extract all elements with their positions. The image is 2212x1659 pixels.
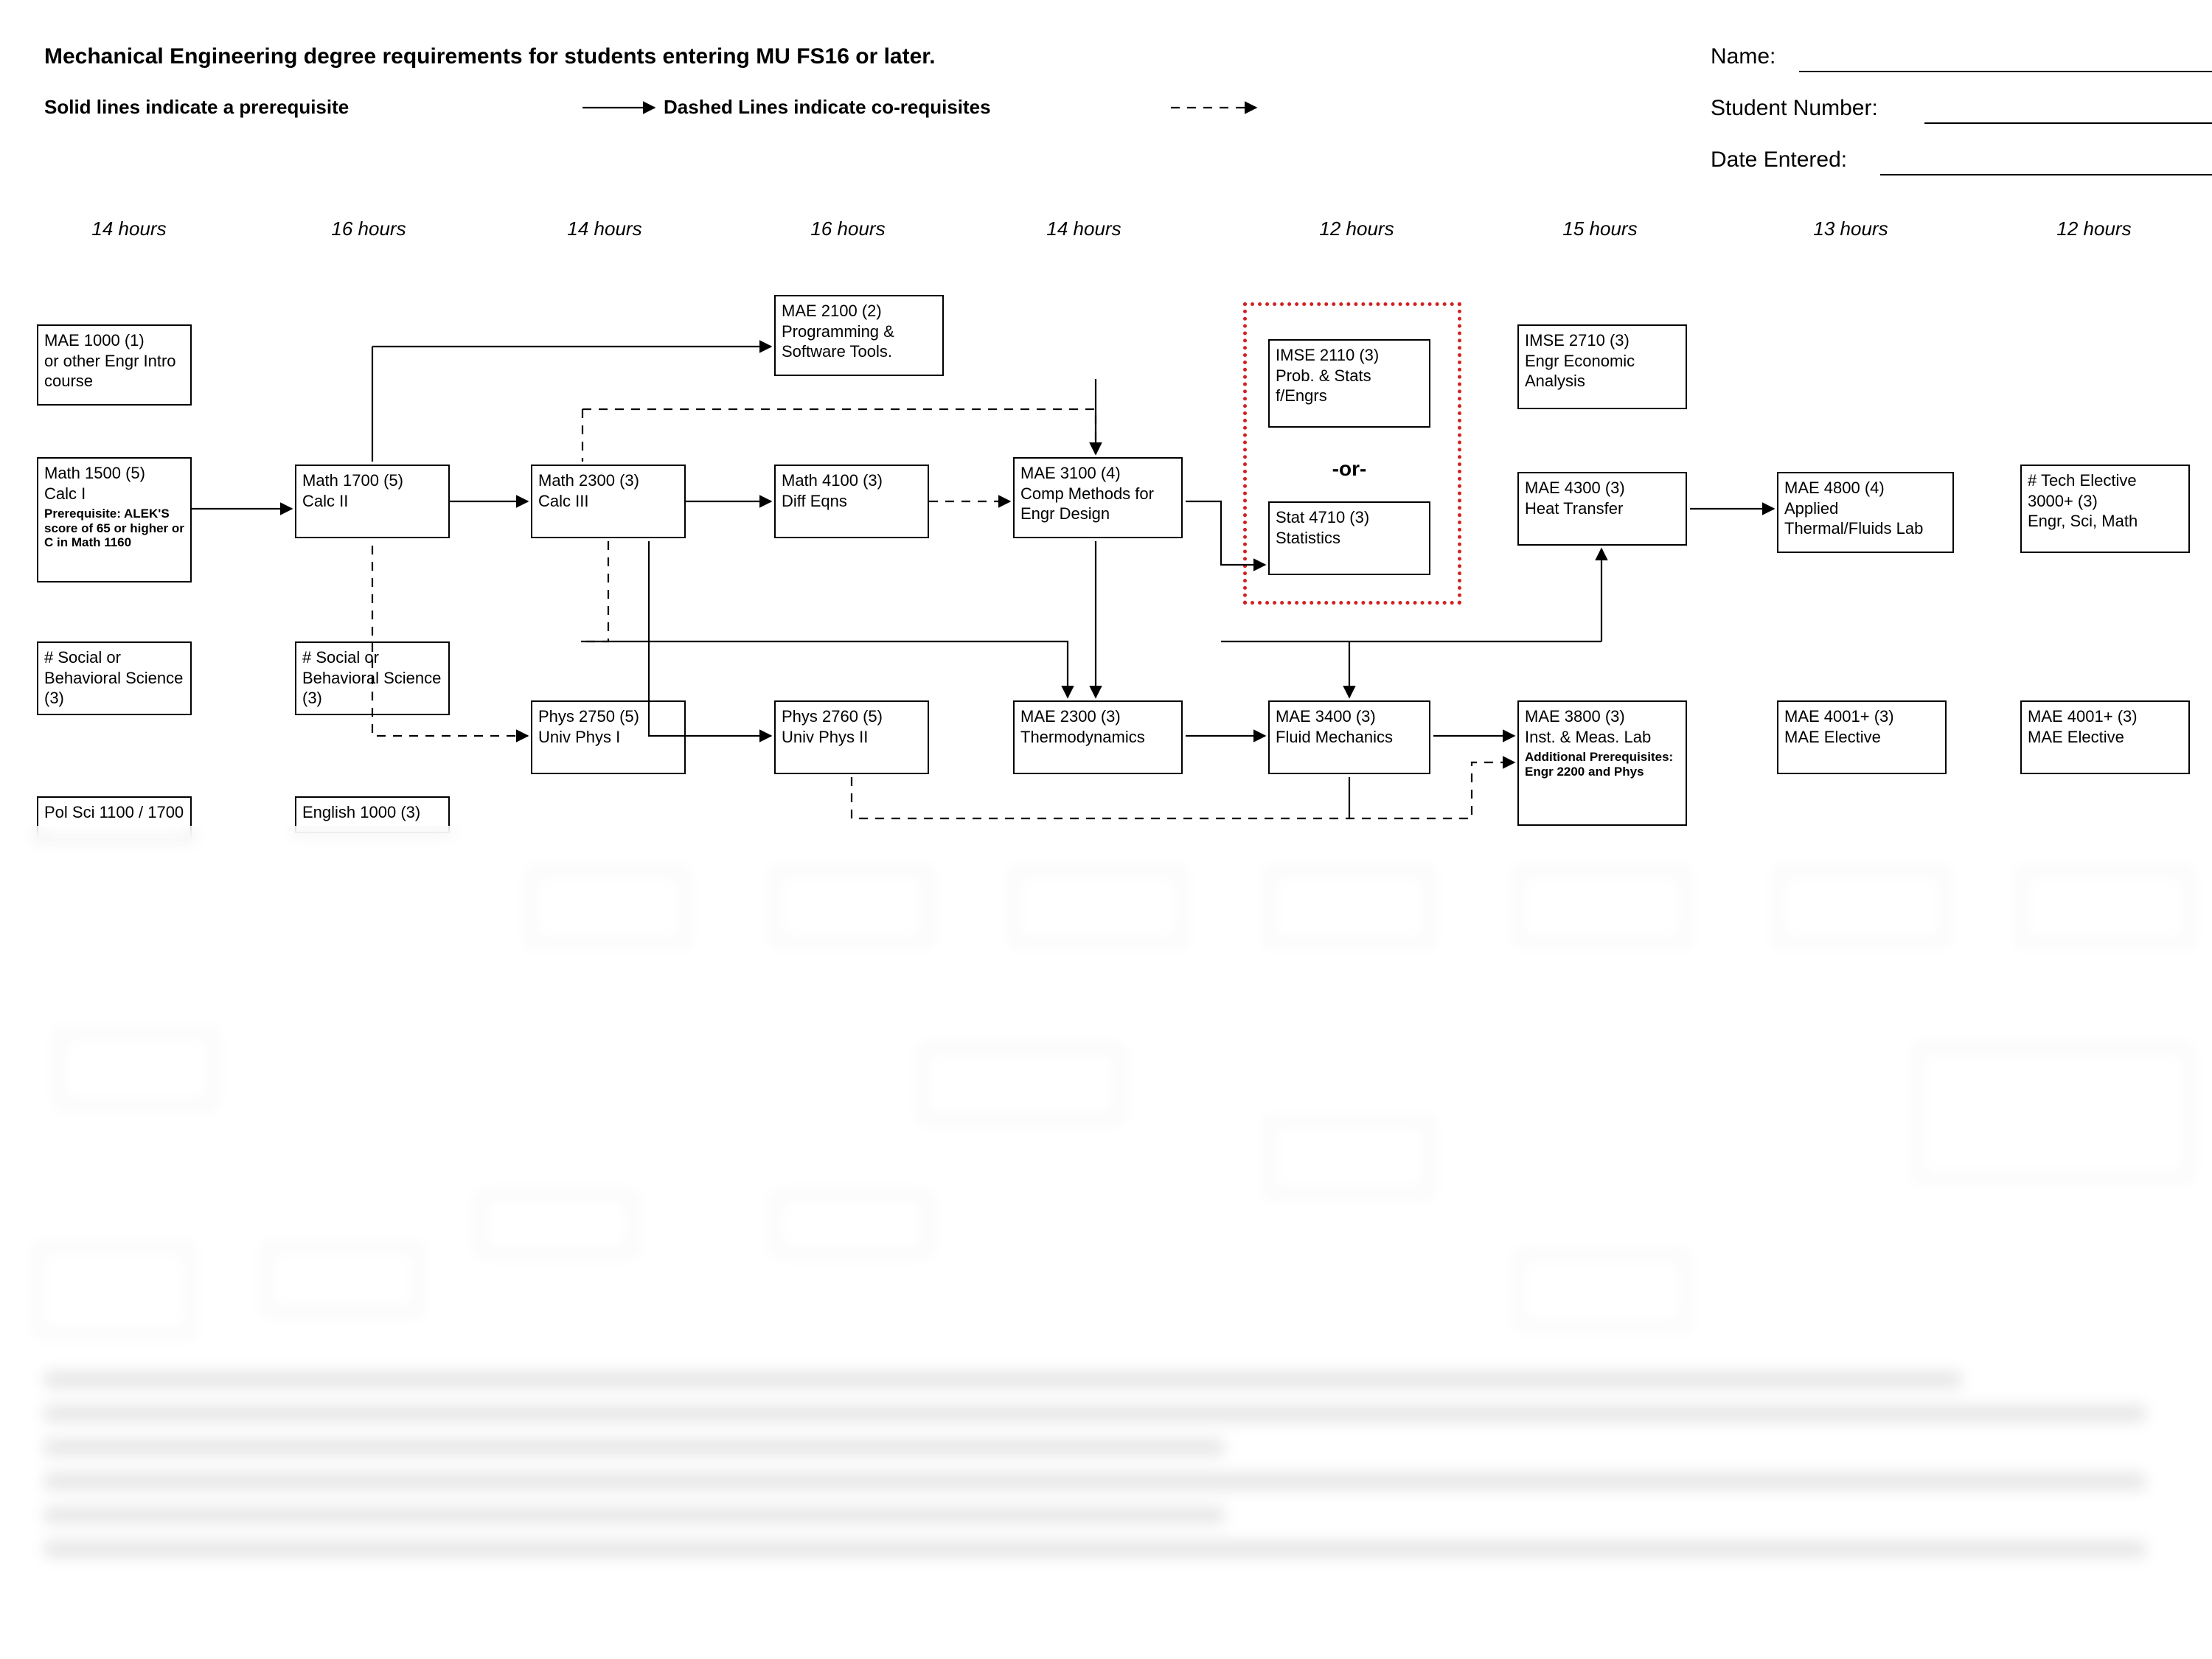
- course-node-soc2: # Social orBehavioral Science (3): [295, 641, 450, 715]
- course-code: Phys 2750 (5): [538, 706, 678, 727]
- course-desc: MAE Elective: [2028, 727, 2183, 748]
- prereq-edge: [581, 641, 1068, 698]
- course-code: # Tech Elective: [2028, 470, 2183, 491]
- course-desc: Programming & Software Tools.: [782, 321, 936, 362]
- course-node-imse2110: IMSE 2110 (3)Prob. & Stats f/Engrs: [1268, 339, 1430, 428]
- course-desc: Behavioral Science (3): [44, 668, 184, 709]
- course-code: MAE 4800 (4): [1784, 478, 1947, 498]
- blurred-region: [0, 826, 2212, 1659]
- course-code: Math 4100 (3): [782, 470, 922, 491]
- column-hours: 14 hours: [55, 218, 203, 240]
- course-desc: Calc III: [538, 491, 678, 512]
- course-node-mae4300: MAE 4300 (3)Heat Transfer: [1517, 472, 1687, 546]
- column-hours: 13 hours: [1777, 218, 1924, 240]
- or-label: -or-: [1312, 457, 1386, 481]
- course-code: MAE 4001+ (3): [1784, 706, 1939, 727]
- legend-coreq: Dashed Lines indicate co-requisites: [664, 96, 991, 119]
- course-desc: Fluid Mechanics: [1276, 727, 1423, 748]
- course-prereq: Additional Prerequisites: Engr 2200 and …: [1525, 750, 1680, 779]
- course-code: # Social or: [44, 647, 184, 668]
- course-node-mae4001a: MAE 4001+ (3)MAE Elective: [1777, 700, 1947, 774]
- course-node-mae3800: MAE 3800 (3)Inst. & Meas. LabAdditional …: [1517, 700, 1687, 826]
- column-hours: 14 hours: [531, 218, 678, 240]
- column-hours: 12 hours: [2020, 218, 2168, 240]
- course-code: Stat 4710 (3): [1276, 507, 1423, 528]
- course-node-phys2750: Phys 2750 (5)Univ Phys I: [531, 700, 686, 774]
- course-code: MAE 4300 (3): [1525, 478, 1680, 498]
- column-hours: 12 hours: [1283, 218, 1430, 240]
- course-desc: Calc II: [302, 491, 442, 512]
- course-node-math4100: Math 4100 (3)Diff Eqns: [774, 465, 929, 538]
- form-number-line: [1924, 122, 2212, 124]
- course-code: Math 1700 (5): [302, 470, 442, 491]
- course-desc: Comp Methods for Engr Design: [1020, 484, 1175, 524]
- course-desc: MAE Elective: [1784, 727, 1939, 748]
- form-date-line: [1880, 174, 2212, 175]
- course-desc: 3000+ (3) Engr, Sci, Math: [2028, 491, 2183, 532]
- page-title: Mechanical Engineering degree requiremen…: [44, 44, 936, 69]
- course-desc: Behavioral Science (3): [302, 668, 442, 709]
- course-node-mae1000: MAE 1000 (1)or other Engr Intro course: [37, 324, 192, 406]
- form-number-label: Student Number:: [1711, 96, 1878, 121]
- course-code: # Social or: [302, 647, 442, 668]
- course-desc: Inst. & Meas. Lab: [1525, 727, 1680, 748]
- course-code: Pol Sci 1100 / 1700: [44, 802, 184, 823]
- legend-prereq: Solid lines indicate a prerequisite: [44, 96, 349, 119]
- course-node-stat4710: Stat 4710 (3)Statistics: [1268, 501, 1430, 575]
- course-node-math1700: Math 1700 (5)Calc II: [295, 465, 450, 538]
- course-node-mae2100: MAE 2100 (2)Programming & Software Tools…: [774, 295, 944, 376]
- form-date-label: Date Entered:: [1711, 147, 1847, 173]
- course-code: MAE 1000 (1): [44, 330, 184, 351]
- course-desc: Statistics: [1276, 528, 1423, 549]
- column-hours: 14 hours: [1010, 218, 1158, 240]
- coreq-edge: [581, 541, 608, 641]
- course-code: Math 1500 (5): [44, 463, 184, 484]
- course-node-math1500: Math 1500 (5)Calc I Prerequisite: ALEK'S …: [37, 457, 192, 582]
- course-code: MAE 3400 (3): [1276, 706, 1423, 727]
- course-code: IMSE 2710 (3): [1525, 330, 1680, 351]
- course-code: MAE 4001+ (3): [2028, 706, 2183, 727]
- course-node-soc1: # Social orBehavioral Science (3): [37, 641, 192, 715]
- course-node-mae4001b: MAE 4001+ (3)MAE Elective: [2020, 700, 2190, 774]
- course-node-phys2760: Phys 2760 (5)Univ Phys II: [774, 700, 929, 774]
- course-node-techelec: # Tech Elective3000+ (3) Engr, Sci, Math: [2020, 465, 2190, 553]
- course-node-imse2710: IMSE 2710 (3)Engr Economic Analysis: [1517, 324, 1687, 409]
- course-desc: or other Engr Intro course: [44, 351, 184, 392]
- course-code: MAE 3800 (3): [1525, 706, 1680, 727]
- course-desc: Engr Economic Analysis: [1525, 351, 1680, 392]
- course-desc: Thermodynamics: [1020, 727, 1175, 748]
- course-desc: Calc I: [44, 484, 184, 504]
- course-code: MAE 3100 (4): [1020, 463, 1175, 484]
- course-code: IMSE 2110 (3): [1276, 345, 1423, 366]
- form-name-line: [1799, 71, 2212, 72]
- course-node-mae3100: MAE 3100 (4)Comp Methods for Engr Design: [1013, 457, 1183, 538]
- course-desc: Univ Phys I: [538, 727, 678, 748]
- course-code: Phys 2760 (5): [782, 706, 922, 727]
- course-node-mae2300: MAE 2300 (3)Thermodynamics: [1013, 700, 1183, 774]
- course-code: MAE 2300 (3): [1020, 706, 1175, 727]
- course-node-math2300: Math 2300 (3)Calc III: [531, 465, 686, 538]
- course-code: English 1000 (3): [302, 802, 442, 823]
- column-hours: 16 hours: [295, 218, 442, 240]
- course-node-mae4800: MAE 4800 (4)Applied Thermal/Fluids Lab: [1777, 472, 1954, 553]
- course-desc: Prob. & Stats f/Engrs: [1276, 366, 1423, 406]
- course-desc: Heat Transfer: [1525, 498, 1680, 519]
- column-hours: 16 hours: [774, 218, 922, 240]
- course-code: Math 2300 (3): [538, 470, 678, 491]
- course-code: MAE 2100 (2): [782, 301, 936, 321]
- course-prereq: Prerequisite: ALEK'S score of 65 or high…: [44, 507, 184, 550]
- course-node-mae3400: MAE 3400 (3)Fluid Mechanics: [1268, 700, 1430, 774]
- form-name-label: Name:: [1711, 44, 1775, 69]
- course-desc: Univ Phys II: [782, 727, 922, 748]
- course-desc: Diff Eqns: [782, 491, 922, 512]
- course-desc: Applied Thermal/Fluids Lab: [1784, 498, 1947, 539]
- coreq-edge: [582, 409, 1096, 454]
- column-hours: 15 hours: [1526, 218, 1674, 240]
- degree-flowchart: Mechanical Engineering degree requiremen…: [0, 0, 2212, 1659]
